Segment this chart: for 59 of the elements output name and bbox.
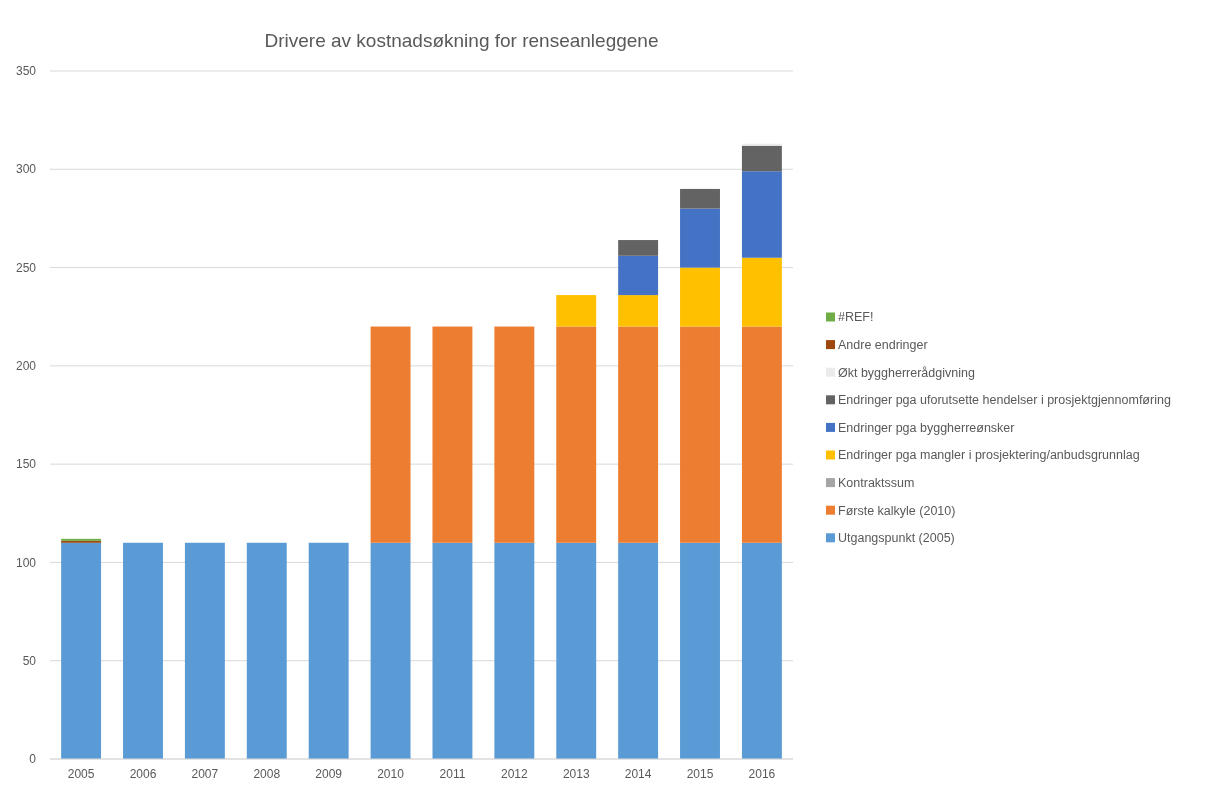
bar xyxy=(184,542,225,759)
x-tick-label: 2007 xyxy=(191,767,219,781)
bar xyxy=(494,326,535,543)
bar xyxy=(680,188,720,209)
y-tick-label: 0 xyxy=(29,752,37,767)
bar xyxy=(432,326,473,543)
legend-label: Kontraktssum xyxy=(838,475,915,490)
bar xyxy=(308,542,349,759)
bar xyxy=(370,326,411,543)
bar xyxy=(741,542,782,759)
y-tick-label: 50 xyxy=(22,653,37,668)
x-tick-label: 2005 xyxy=(67,767,95,781)
legend-label: Endringer pga byggherreønsker xyxy=(838,420,1015,435)
bar xyxy=(741,326,782,543)
bar xyxy=(123,542,163,759)
bar xyxy=(741,145,782,172)
x-tick-label: 2016 xyxy=(748,767,776,781)
x-tick-label: 2009 xyxy=(315,767,343,781)
bar xyxy=(741,257,782,327)
x-tick-label: 2010 xyxy=(377,767,405,781)
x-tick-label: 2013 xyxy=(562,767,590,781)
bar xyxy=(680,267,720,327)
y-tick-label: 300 xyxy=(15,162,37,177)
y-tick-label: 200 xyxy=(15,359,37,374)
bar xyxy=(618,326,659,543)
y-tick-label: 150 xyxy=(15,457,37,472)
x-tick-label: 2014 xyxy=(624,767,652,781)
legend-label: Endringer pga uforutsette hendelser i prosjektgjennomføring xyxy=(838,393,1171,408)
legend-label: Endringer pga mangler i prosjektering/anbudsgrunnlag xyxy=(838,448,1140,463)
x-tick-label: 2015 xyxy=(686,767,714,781)
bar xyxy=(618,295,659,327)
x-tick-label: 2011 xyxy=(439,767,466,781)
bar xyxy=(61,542,102,759)
bar xyxy=(741,171,782,258)
bar xyxy=(618,240,659,256)
bar xyxy=(680,208,720,268)
bar xyxy=(556,542,597,759)
y-tick-label: 100 xyxy=(15,555,37,570)
bar xyxy=(556,295,597,327)
y-tick-label: 350 xyxy=(15,64,37,79)
y-tick-label: 250 xyxy=(15,260,37,275)
x-tick-label: 2012 xyxy=(500,767,529,781)
bar xyxy=(494,542,535,759)
legend-label: Andre endringer xyxy=(838,337,928,352)
legend-label: #REF! xyxy=(838,310,874,325)
bar xyxy=(370,542,411,759)
x-tick-label: 2006 xyxy=(129,767,157,781)
chart-title: Drivere av kostnadsøkning for renseanleggene xyxy=(264,30,659,51)
bar xyxy=(432,542,473,759)
legend-label: Økt byggherrerådgivning xyxy=(838,365,975,380)
bar xyxy=(680,326,720,543)
bar xyxy=(556,326,597,543)
bar xyxy=(618,542,659,759)
bar xyxy=(618,255,659,296)
x-tick-label: 2008 xyxy=(253,767,281,781)
bar xyxy=(680,542,720,759)
legend-label: Første kalkyle (2010) xyxy=(838,503,956,518)
legend-label: Utgangspunkt (2005) xyxy=(838,531,955,546)
bar xyxy=(246,542,287,759)
